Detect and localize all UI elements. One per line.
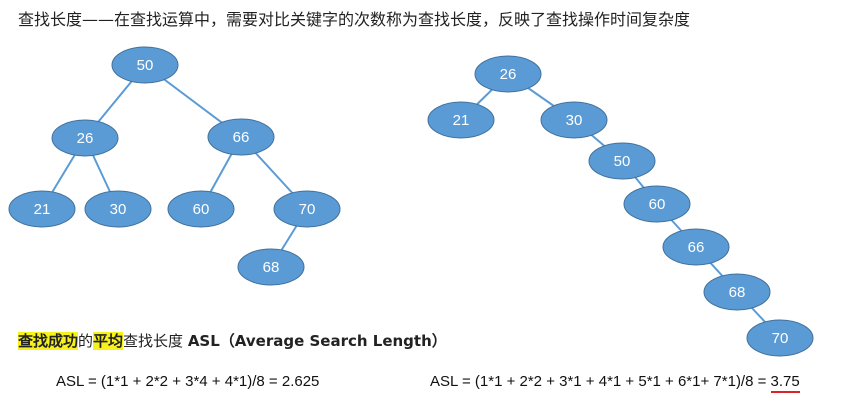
node-ellipse bbox=[540, 101, 608, 139]
node-label: 50 bbox=[137, 57, 154, 74]
tree-node-26: 26 bbox=[474, 55, 542, 93]
node-ellipse bbox=[207, 118, 275, 156]
node-label: 68 bbox=[729, 284, 746, 301]
node-label: 60 bbox=[193, 201, 210, 218]
asl-formula-right-result: 3.75 bbox=[770, 373, 800, 393]
node-ellipse bbox=[167, 190, 235, 228]
asl-formula-left: ASL = (1*1 + 2*2 + 3*4 + 4*1)/8 = 2.625 bbox=[56, 373, 320, 390]
heading-acronym: ASL（Average Search Length） bbox=[187, 332, 447, 350]
asl-formula-right: ASL = (1*1 + 2*2 + 3*1 + 4*1 + 5*1 + 6*1… bbox=[430, 373, 800, 393]
tree-node-66: 66 bbox=[207, 118, 275, 156]
node-label: 21 bbox=[34, 201, 51, 218]
node-ellipse bbox=[237, 248, 305, 286]
tree-node-60: 60 bbox=[167, 190, 235, 228]
node-ellipse bbox=[662, 228, 730, 266]
node-label: 70 bbox=[299, 201, 316, 218]
tree-node-70: 70 bbox=[746, 319, 814, 357]
node-ellipse bbox=[51, 119, 119, 157]
tree-right: 26 21 30 50 60 66 68 70 bbox=[427, 55, 814, 357]
node-ellipse bbox=[623, 185, 691, 223]
node-label: 26 bbox=[77, 130, 94, 147]
highlight-average: 平均 bbox=[93, 332, 124, 350]
node-label: 60 bbox=[649, 196, 666, 213]
tree-node-30: 30 bbox=[84, 190, 152, 228]
node-label: 26 bbox=[500, 66, 517, 83]
tree-node-26: 26 bbox=[51, 119, 119, 157]
heading-connector: 的 bbox=[78, 332, 94, 350]
node-label: 30 bbox=[566, 112, 583, 129]
node-label: 68 bbox=[263, 259, 280, 276]
tree-node-68: 68 bbox=[703, 273, 771, 311]
asl-formula-right-expr: ASL = (1*1 + 2*2 + 3*1 + 4*1 + 5*1 + 6*1… bbox=[430, 373, 771, 390]
tree-node-66: 66 bbox=[662, 228, 730, 266]
node-ellipse bbox=[111, 46, 179, 84]
tree-node-21: 21 bbox=[427, 101, 495, 139]
tree-node-70: 70 bbox=[273, 190, 341, 228]
node-ellipse bbox=[8, 190, 76, 228]
node-label: 21 bbox=[453, 112, 470, 129]
node-label: 30 bbox=[110, 201, 127, 218]
node-ellipse bbox=[427, 101, 495, 139]
heading-rest: 查找长度 bbox=[123, 332, 188, 350]
node-ellipse bbox=[84, 190, 152, 228]
node-ellipse bbox=[703, 273, 771, 311]
node-ellipse bbox=[746, 319, 814, 357]
tree-node-50: 50 bbox=[111, 46, 179, 84]
node-ellipse bbox=[273, 190, 341, 228]
page-title: 查找长度——在查找运算中，需要对比关键字的次数称为查找长度，反映了查找操作时间复… bbox=[18, 10, 691, 29]
node-ellipse bbox=[588, 142, 656, 180]
node-label: 70 bbox=[772, 330, 789, 347]
node-label: 50 bbox=[614, 153, 631, 170]
tree-left: 50 26 66 21 30 60 70 68 bbox=[8, 46, 341, 286]
asl-heading: 查找成功的平均查找长度 ASL（Average Search Length） bbox=[18, 330, 447, 351]
node-label: 66 bbox=[688, 239, 705, 256]
node-label: 66 bbox=[233, 129, 250, 146]
tree-node-21: 21 bbox=[8, 190, 76, 228]
tree-node-60: 60 bbox=[623, 185, 691, 223]
tree-node-50: 50 bbox=[588, 142, 656, 180]
tree-node-68: 68 bbox=[237, 248, 305, 286]
tree-node-30: 30 bbox=[540, 101, 608, 139]
highlight-success: 查找成功 bbox=[18, 332, 79, 350]
node-ellipse bbox=[474, 55, 542, 93]
